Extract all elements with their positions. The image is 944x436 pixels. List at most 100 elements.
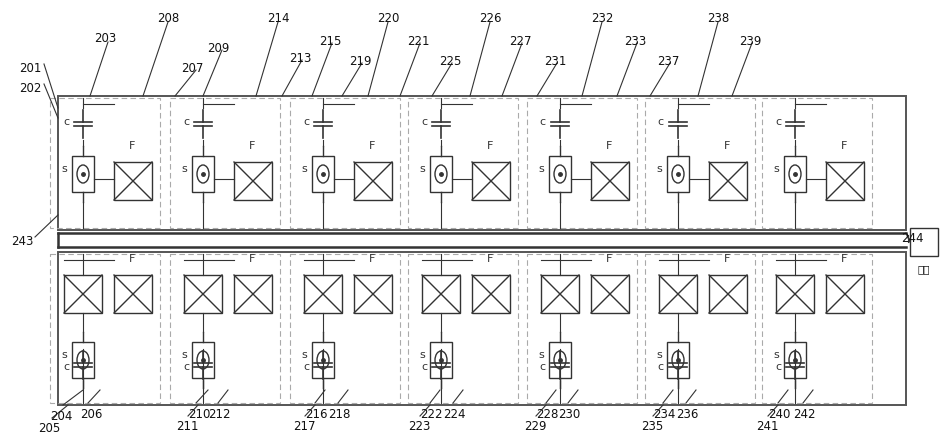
Text: F: F bbox=[605, 141, 612, 151]
Text: c: c bbox=[774, 362, 780, 372]
Text: 218: 218 bbox=[328, 408, 350, 421]
Text: s: s bbox=[419, 164, 425, 174]
Text: c: c bbox=[303, 362, 309, 372]
Bar bbox=[708, 162, 746, 200]
Text: 210: 210 bbox=[188, 408, 211, 421]
Text: c: c bbox=[539, 117, 546, 127]
Text: 233: 233 bbox=[623, 35, 646, 48]
Text: F: F bbox=[486, 141, 493, 151]
Text: 203: 203 bbox=[93, 32, 116, 45]
Text: s: s bbox=[538, 350, 544, 360]
Bar bbox=[708, 275, 746, 313]
Text: s: s bbox=[772, 350, 778, 360]
Bar bbox=[825, 275, 863, 313]
Text: c: c bbox=[774, 117, 780, 127]
Text: s: s bbox=[61, 164, 67, 174]
Text: F: F bbox=[723, 141, 730, 151]
Bar bbox=[527, 98, 636, 228]
Text: F: F bbox=[368, 141, 375, 151]
Text: F: F bbox=[129, 141, 135, 151]
Text: 238: 238 bbox=[706, 12, 729, 25]
Bar bbox=[184, 275, 222, 313]
Text: 207: 207 bbox=[180, 62, 203, 75]
Bar bbox=[422, 275, 460, 313]
Text: c: c bbox=[183, 362, 189, 372]
Text: 226: 226 bbox=[479, 12, 500, 25]
Text: 负载: 负载 bbox=[917, 264, 929, 274]
Bar bbox=[234, 162, 272, 200]
Text: 244: 244 bbox=[900, 232, 922, 245]
Text: 227: 227 bbox=[508, 35, 531, 48]
Text: 235: 235 bbox=[640, 420, 663, 433]
Bar bbox=[784, 156, 805, 192]
Text: 242: 242 bbox=[792, 408, 815, 421]
Text: 237: 237 bbox=[656, 55, 679, 68]
Text: c: c bbox=[657, 117, 664, 127]
Text: 223: 223 bbox=[408, 420, 430, 433]
Text: s: s bbox=[181, 164, 187, 174]
Text: 211: 211 bbox=[176, 420, 198, 433]
Text: 240: 240 bbox=[767, 408, 789, 421]
Bar bbox=[471, 275, 510, 313]
Bar bbox=[775, 275, 813, 313]
Text: 214: 214 bbox=[266, 12, 289, 25]
Text: F: F bbox=[605, 254, 612, 264]
Bar bbox=[354, 162, 392, 200]
Bar bbox=[50, 254, 160, 403]
Text: s: s bbox=[655, 350, 662, 360]
Text: 215: 215 bbox=[318, 35, 341, 48]
Text: s: s bbox=[301, 164, 307, 174]
Bar bbox=[64, 275, 102, 313]
Text: 212: 212 bbox=[208, 408, 230, 421]
Text: c: c bbox=[303, 117, 309, 127]
Bar bbox=[304, 275, 342, 313]
Text: c: c bbox=[63, 362, 69, 372]
Text: 234: 234 bbox=[652, 408, 675, 421]
Text: 213: 213 bbox=[289, 52, 311, 65]
Text: F: F bbox=[368, 254, 375, 264]
Bar bbox=[58, 96, 905, 230]
Bar bbox=[408, 254, 517, 403]
Text: s: s bbox=[419, 350, 425, 360]
Text: 231: 231 bbox=[543, 55, 565, 68]
Text: 201: 201 bbox=[19, 62, 42, 75]
Bar bbox=[170, 254, 279, 403]
Text: s: s bbox=[301, 350, 307, 360]
Bar bbox=[192, 156, 213, 192]
Text: 225: 225 bbox=[438, 55, 461, 68]
Text: 224: 224 bbox=[443, 408, 465, 421]
Text: c: c bbox=[63, 117, 69, 127]
Bar bbox=[72, 342, 93, 378]
Text: 241: 241 bbox=[755, 420, 778, 433]
Bar bbox=[548, 156, 570, 192]
Text: 216: 216 bbox=[305, 408, 328, 421]
Bar bbox=[666, 156, 688, 192]
Text: F: F bbox=[486, 254, 493, 264]
Text: 221: 221 bbox=[406, 35, 429, 48]
Text: s: s bbox=[772, 164, 778, 174]
Text: 236: 236 bbox=[675, 408, 698, 421]
Text: 208: 208 bbox=[157, 12, 179, 25]
Text: 204: 204 bbox=[50, 410, 73, 423]
Text: c: c bbox=[657, 362, 664, 372]
Bar bbox=[234, 275, 272, 313]
Text: 202: 202 bbox=[19, 82, 42, 95]
Text: 239: 239 bbox=[738, 35, 760, 48]
Text: F: F bbox=[248, 254, 255, 264]
Bar bbox=[430, 342, 451, 378]
Bar bbox=[114, 275, 152, 313]
Bar bbox=[666, 342, 688, 378]
Bar bbox=[909, 228, 937, 256]
Bar bbox=[527, 254, 636, 403]
Text: F: F bbox=[840, 141, 847, 151]
Bar bbox=[290, 254, 399, 403]
Text: 217: 217 bbox=[293, 420, 315, 433]
Bar bbox=[312, 342, 333, 378]
Text: s: s bbox=[181, 350, 187, 360]
Bar bbox=[645, 254, 754, 403]
Bar bbox=[784, 342, 805, 378]
Bar bbox=[761, 254, 871, 403]
Bar bbox=[354, 275, 392, 313]
Bar bbox=[312, 156, 333, 192]
Bar bbox=[825, 162, 863, 200]
